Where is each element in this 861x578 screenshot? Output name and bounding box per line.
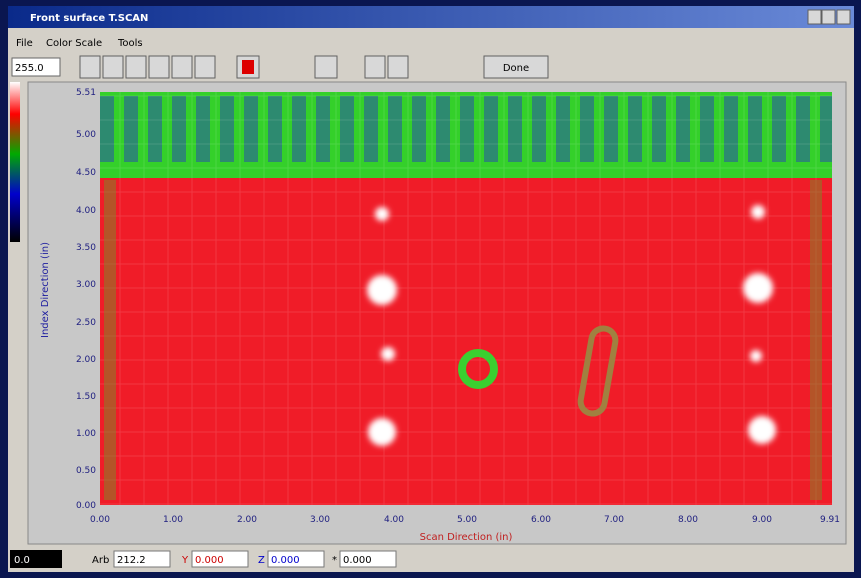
status-value: 0.000: [195, 555, 224, 566]
x-tick-label: 7.00: [604, 515, 624, 525]
heatmap: [100, 92, 832, 505]
x-tick-label: 6.00: [531, 515, 551, 525]
x-tick-label: 1.00: [163, 515, 183, 525]
status-field: [339, 550, 397, 568]
status-field: [267, 550, 325, 568]
y-tick-label: 3.50: [76, 243, 96, 253]
y-tick-label: 5.51: [76, 88, 96, 98]
x-tick-label: 5.00: [457, 515, 477, 525]
y-axis-label: Index Direction (in): [40, 242, 51, 338]
x-axis-label: Scan Direction (in): [420, 532, 513, 543]
title-bar: [8, 6, 854, 28]
status-field: [113, 550, 171, 568]
tool-buttons[interactable]: [79, 55, 409, 79]
y-tick-label: 4.50: [76, 168, 96, 178]
done-button[interactable]: [483, 55, 549, 79]
y-tick-label: 1.50: [76, 392, 96, 402]
window-controls[interactable]: [807, 9, 851, 25]
x-tick-label: 3.00: [310, 515, 330, 525]
y-tick-label: 0.00: [76, 501, 96, 511]
value-input[interactable]: [11, 57, 61, 77]
done-label: Done: [503, 63, 529, 74]
status-value: 212.2: [117, 555, 146, 566]
y-tick-label: 1.00: [76, 429, 96, 439]
status-value: 0.000: [271, 555, 300, 566]
status-label: *: [332, 555, 337, 566]
y-tick-label: 2.00: [76, 355, 96, 365]
x-tick-label: 9.91: [820, 515, 840, 525]
x-tick-label: 0.00: [90, 515, 110, 525]
color-scale: [10, 82, 20, 242]
x-tick-label: 9.00: [752, 515, 772, 525]
y-tick-label: 5.00: [76, 130, 96, 140]
menu-item[interactable]: File: [16, 38, 33, 49]
value-input-text: 255.0: [15, 63, 44, 74]
x-tick-label: 4.00: [384, 515, 404, 525]
menu-item[interactable]: Tools: [117, 38, 143, 49]
status-label: Y: [181, 555, 189, 566]
status-label: Z: [258, 555, 265, 566]
status-left: 0.0: [14, 555, 30, 566]
y-tick-label: 3.00: [76, 280, 96, 290]
x-tick-label: 8.00: [678, 515, 698, 525]
status-left-box: [10, 550, 62, 568]
status-label: Arb: [92, 555, 109, 566]
y-tick-label: 4.00: [76, 206, 96, 216]
window-title: Front surface T.SCAN: [30, 13, 148, 24]
y-tick-label: 0.50: [76, 466, 96, 476]
status-value: 0.000: [343, 555, 372, 566]
status-field: [191, 550, 249, 568]
x-tick-label: 2.00: [237, 515, 257, 525]
menu-item[interactable]: Color Scale: [46, 38, 102, 49]
y-tick-label: 2.50: [76, 318, 96, 328]
